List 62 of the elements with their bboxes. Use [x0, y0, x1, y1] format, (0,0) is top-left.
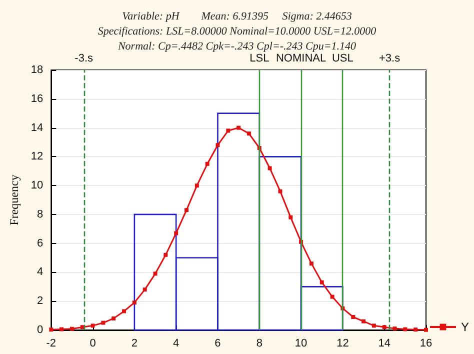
point: [414, 328, 418, 332]
point: [288, 215, 293, 220]
point: [174, 231, 178, 236]
point: [330, 294, 334, 299]
point: [164, 252, 168, 257]
point: [132, 300, 136, 305]
point: [90, 324, 95, 328]
y-tick-label: 16: [30, 92, 44, 105]
point: [236, 126, 241, 130]
chart-subtitle: Specifications: LSL=8.00000 Nominal=10.0000 USL=12.0000: [98, 26, 377, 38]
y-axis-title: Frequency: [7, 174, 21, 226]
x-tick-label: 0: [90, 338, 96, 350]
point: [49, 328, 54, 332]
point: [320, 280, 324, 284]
ref-line-label: LSL: [250, 52, 270, 64]
x-tick-label: -2: [46, 338, 56, 350]
y-tick-label: 18: [30, 64, 44, 76]
point: [226, 128, 230, 133]
ref-line-label: -3.s: [74, 52, 94, 64]
x-tick-label: 4: [173, 338, 180, 350]
y-tick-label: 14: [30, 122, 44, 134]
y-tick-label: 12: [30, 150, 44, 163]
y-tick-label: 6: [37, 237, 44, 250]
x-tick-label: 6: [214, 338, 221, 350]
point: [392, 326, 397, 331]
text: Normal: Cp=.4482 Cpk=-.243 Cpl=-.243 Cpu=1.140: [116, 40, 357, 52]
ref-line-label: +3.s: [379, 52, 401, 64]
point: [246, 132, 251, 136]
x-tick-label: 10: [294, 338, 308, 350]
point: [351, 315, 356, 319]
x-tick-label: 2: [131, 338, 138, 350]
ref-line-label: USL: [332, 52, 354, 64]
y-tick-label: 4: [37, 266, 44, 278]
point: [194, 184, 199, 188]
point: [403, 327, 408, 332]
point: [184, 208, 189, 212]
point: [424, 328, 428, 332]
point: [268, 166, 272, 170]
point: [309, 262, 314, 266]
point: [112, 316, 116, 320]
point: [122, 309, 126, 314]
point: [153, 272, 158, 276]
point: [216, 143, 220, 148]
chart-title: Variable: pH Mean: 6.91395 Sigma: 2.44653: [122, 10, 352, 22]
y-tick-label: 10: [30, 180, 44, 192]
x-tick-label: 16: [420, 338, 432, 350]
point: [70, 326, 74, 331]
y-tick-label: 8: [37, 208, 44, 220]
point: [205, 162, 210, 166]
point: [142, 288, 147, 292]
legend-label: Y: [460, 320, 470, 334]
y-tick-label: 2: [37, 295, 44, 308]
point: [362, 319, 366, 324]
ref-line-label: NOMINAL: [276, 52, 326, 64]
point: [372, 324, 376, 328]
x-tick-label: 14: [378, 338, 390, 350]
y-tick-label: 0: [37, 324, 44, 336]
x-tick-label: 12: [336, 338, 349, 350]
x-tick-label: 8: [256, 338, 262, 350]
point: [101, 320, 106, 325]
point: [60, 327, 64, 332]
point: [278, 189, 282, 194]
